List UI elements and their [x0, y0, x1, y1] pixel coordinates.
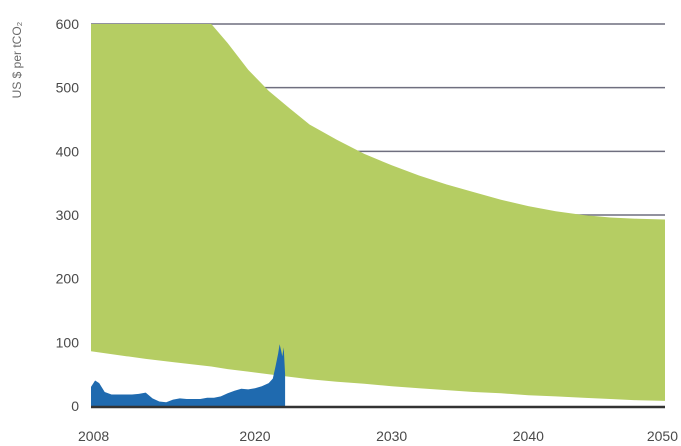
x-tick-label: 2050 [647, 428, 678, 444]
x-tick-label: 2008 [78, 428, 109, 444]
price-range-band [91, 24, 665, 401]
y-tick-label: 200 [56, 271, 80, 287]
y-tick-label: 400 [56, 143, 80, 159]
x-axis-ticks: 2008 2020 2030 2040 2050 [78, 428, 678, 444]
y-tick-label: 300 [56, 207, 80, 223]
historical-price-area [91, 344, 286, 406]
y-tick-label: 500 [56, 80, 80, 96]
x-tick-label: 2030 [376, 428, 407, 444]
x-tick-label: 2040 [513, 428, 544, 444]
y-axis-ticks: 0 100 200 300 400 500 600 [56, 16, 80, 414]
y-tick-label: 0 [71, 398, 79, 414]
price-range-band-shape [91, 24, 665, 401]
historical-price-shape [91, 344, 286, 406]
y-tick-label: 600 [56, 16, 80, 32]
y-axis-label: US $ per tCO₂ [10, 21, 24, 98]
x-tick-label: 2020 [239, 428, 270, 444]
y-tick-label: 100 [56, 334, 80, 350]
